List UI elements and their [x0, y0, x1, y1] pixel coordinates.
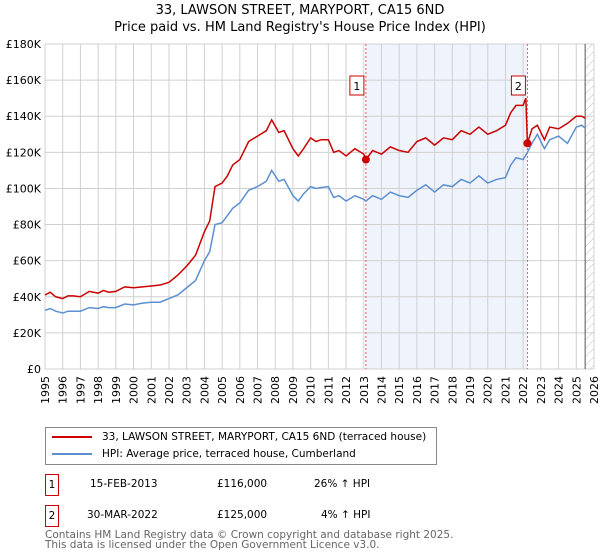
x-tick-label: 2011: [322, 376, 335, 404]
x-tick-label: 2022: [517, 376, 530, 404]
x-tick-label: 1996: [57, 376, 70, 404]
x-tick-label: 2021: [499, 376, 512, 404]
transaction-badge: 2: [45, 505, 59, 527]
x-tick-label: 2002: [163, 376, 176, 404]
legend-label: HPI: Average price, terraced house, Cumb…: [102, 448, 356, 460]
x-tick-label: 2016: [411, 376, 424, 404]
y-tick-label: £0: [27, 363, 41, 376]
x-tick-label: 2007: [252, 376, 265, 404]
y-tick-label: £60K: [13, 255, 42, 268]
footer: Contains HM Land Registry data © Crown c…: [45, 529, 454, 551]
legend-swatch-red: [52, 436, 92, 438]
x-tick-label: 1998: [92, 376, 105, 404]
x-tick-label: 1997: [74, 376, 87, 404]
x-tick-label: 1999: [110, 376, 123, 404]
transaction-badge: 1: [45, 474, 59, 496]
transaction-price: £116,000: [217, 478, 268, 490]
footer-copyright: Contains HM Land Registry data © Crown c…: [45, 529, 454, 541]
y-tick-label: £120K: [6, 146, 42, 159]
y-tick-label: £20K: [13, 327, 42, 340]
x-tick-label: 2010: [305, 376, 318, 404]
legend-swatch-blue: [52, 453, 92, 455]
x-tick-label: 2004: [198, 376, 211, 404]
transaction-price: £125,000: [217, 509, 268, 521]
x-tick-label: 2005: [216, 376, 229, 404]
sale-label: 1: [353, 80, 360, 93]
x-tick-label: 2012: [340, 376, 353, 404]
y-tick-label: £40K: [13, 291, 42, 304]
x-tick-label: 2019: [464, 376, 477, 404]
chart-subtitle: Price paid vs. HM Land Registry's House …: [114, 20, 486, 35]
chart-title: 33, LAWSON STREET, MARYPORT, CA15 6ND: [155, 3, 445, 18]
x-tick-label: 2017: [429, 376, 442, 404]
x-tick-label: 1995: [39, 376, 52, 404]
transaction-hpi: 4% ↑ HPI: [321, 509, 371, 521]
legend-item-hpi: HPI: Average price, terraced house, Cumb…: [52, 448, 356, 460]
transaction-row: 1 15-FEB-2013 £116,000 26% ↑ HPI: [45, 474, 445, 496]
y-tick-label: £100K: [6, 182, 42, 195]
y-tick-label: £80K: [13, 219, 42, 232]
y-tick-label: £140K: [6, 110, 42, 123]
y-tick-label: £160K: [6, 74, 42, 87]
x-tick-label: 2015: [393, 376, 406, 404]
sale-point: [523, 139, 532, 148]
sale-label-box: [349, 75, 365, 96]
x-tick-label: 2023: [535, 376, 548, 404]
legend: 33, LAWSON STREET, MARYPORT, CA15 6ND (t…: [45, 427, 437, 465]
x-tick-label: 2024: [553, 376, 566, 404]
y-tick-label: £180K: [6, 38, 42, 51]
x-tick-label: 2014: [375, 376, 388, 404]
transaction-date: 15-FEB-2013: [90, 478, 158, 490]
sale-label-box: [510, 75, 526, 96]
x-tick-label: 2006: [234, 376, 247, 404]
x-tick-label: 2013: [358, 376, 371, 404]
sale-label: 2: [515, 80, 522, 93]
x-tick-label: 2020: [482, 376, 495, 404]
property-price-line: [44, 97, 586, 300]
footer-licence: This data is licensed under the Open Gov…: [45, 539, 380, 551]
transaction-hpi: 26% ↑ HPI: [314, 478, 371, 490]
x-tick-label: 2001: [145, 376, 158, 404]
x-tick-label: 2025: [570, 376, 583, 404]
x-tick-label: 2009: [287, 376, 300, 404]
forecast-hatch: [585, 44, 594, 369]
x-tick-label: 2003: [181, 376, 194, 404]
x-tick-label: 2018: [446, 376, 459, 404]
price-chart: 1995 1996 1997 1998 1999 2000 2001 2002 2003 2004…: [6, 38, 600, 404]
legend-label: 33, LAWSON STREET, MARYPORT, CA15 6ND (t…: [102, 431, 427, 443]
hpi-line: [44, 124, 586, 314]
x-tick-label: 2008: [269, 376, 282, 404]
sale-point: [361, 155, 370, 164]
transaction-row: 2 30-MAR-2022 £125,000 4% ↑ HPI: [45, 505, 445, 527]
transaction-date: 30-MAR-2022: [87, 509, 158, 521]
x-tick-label: 2000: [128, 376, 141, 404]
x-tick-label: 2026: [588, 376, 600, 404]
sale-period-shading: [365, 44, 528, 369]
legend-item-property: 33, LAWSON STREET, MARYPORT, CA15 6ND (t…: [52, 431, 426, 443]
